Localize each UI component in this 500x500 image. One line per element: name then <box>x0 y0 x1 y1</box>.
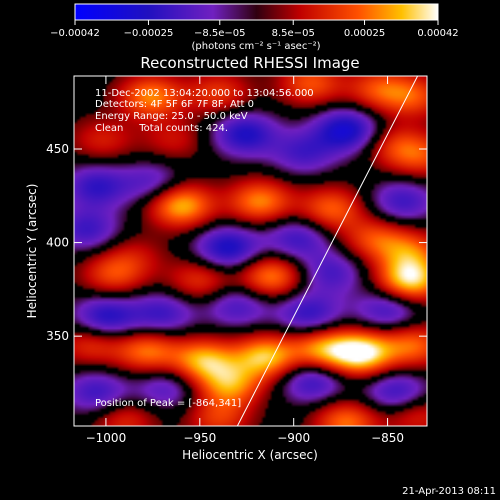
colorbar-tick-label: −8.5e−05 <box>194 28 246 39</box>
y-tick-label: 400 <box>46 236 69 250</box>
annotation-total-counts: Clean Total counts: 424. <box>95 123 228 134</box>
solar-limb-line <box>236 76 419 426</box>
y-axis-label: Heliocentric Y (arcsec) <box>25 184 39 319</box>
timestamp: 21-Apr-2013 08:11 <box>402 486 496 497</box>
annotation-time-range: 11-Dec-2002 13:04:20.000 to 13:04:56.000 <box>95 88 314 99</box>
annotation-peak-position: Position of Peak = [-864,341] <box>95 398 241 409</box>
annotation-energy-range: Energy Range: 25.0 - 50.0 keV <box>95 111 248 122</box>
colorbar-tick-label: 0.00042 <box>417 28 458 39</box>
colorbar-tick-label: −0.00042 <box>50 28 100 39</box>
annotation-detectors: Detectors: 4F 5F 6F 7F 8F, Att 0 <box>95 99 254 110</box>
x-tick-label: −900 <box>277 431 310 445</box>
x-tick-label: −850 <box>371 431 404 445</box>
colorbar-tick-label: 0.00025 <box>344 28 385 39</box>
plot-frame <box>73 75 428 427</box>
x-tick-label: −950 <box>183 431 216 445</box>
heatmap-image <box>74 76 427 426</box>
colorbar-units-label: (photons cm⁻² s⁻¹ asec⁻²) <box>191 41 320 52</box>
x-tick-label: −1000 <box>86 431 127 445</box>
y-tick-label: 350 <box>46 329 69 343</box>
colorbar-tick-label: 8.5e−05 <box>272 28 315 39</box>
colorbar <box>74 3 439 21</box>
x-axis-label: Heliocentric X (arcsec) <box>182 448 318 462</box>
chart-title: Reconstructed RHESSI Image <box>140 54 359 72</box>
colorbar-tick-label: −0.00025 <box>124 28 174 39</box>
y-tick-label: 450 <box>46 142 69 156</box>
axis-ticks: −1000 −950 −900 −850 350 400 450 <box>46 76 427 445</box>
colorbar-ticks: −0.00042 −0.00025 −8.5e−05 8.5e−05 0.00025 0.… <box>50 20 459 39</box>
